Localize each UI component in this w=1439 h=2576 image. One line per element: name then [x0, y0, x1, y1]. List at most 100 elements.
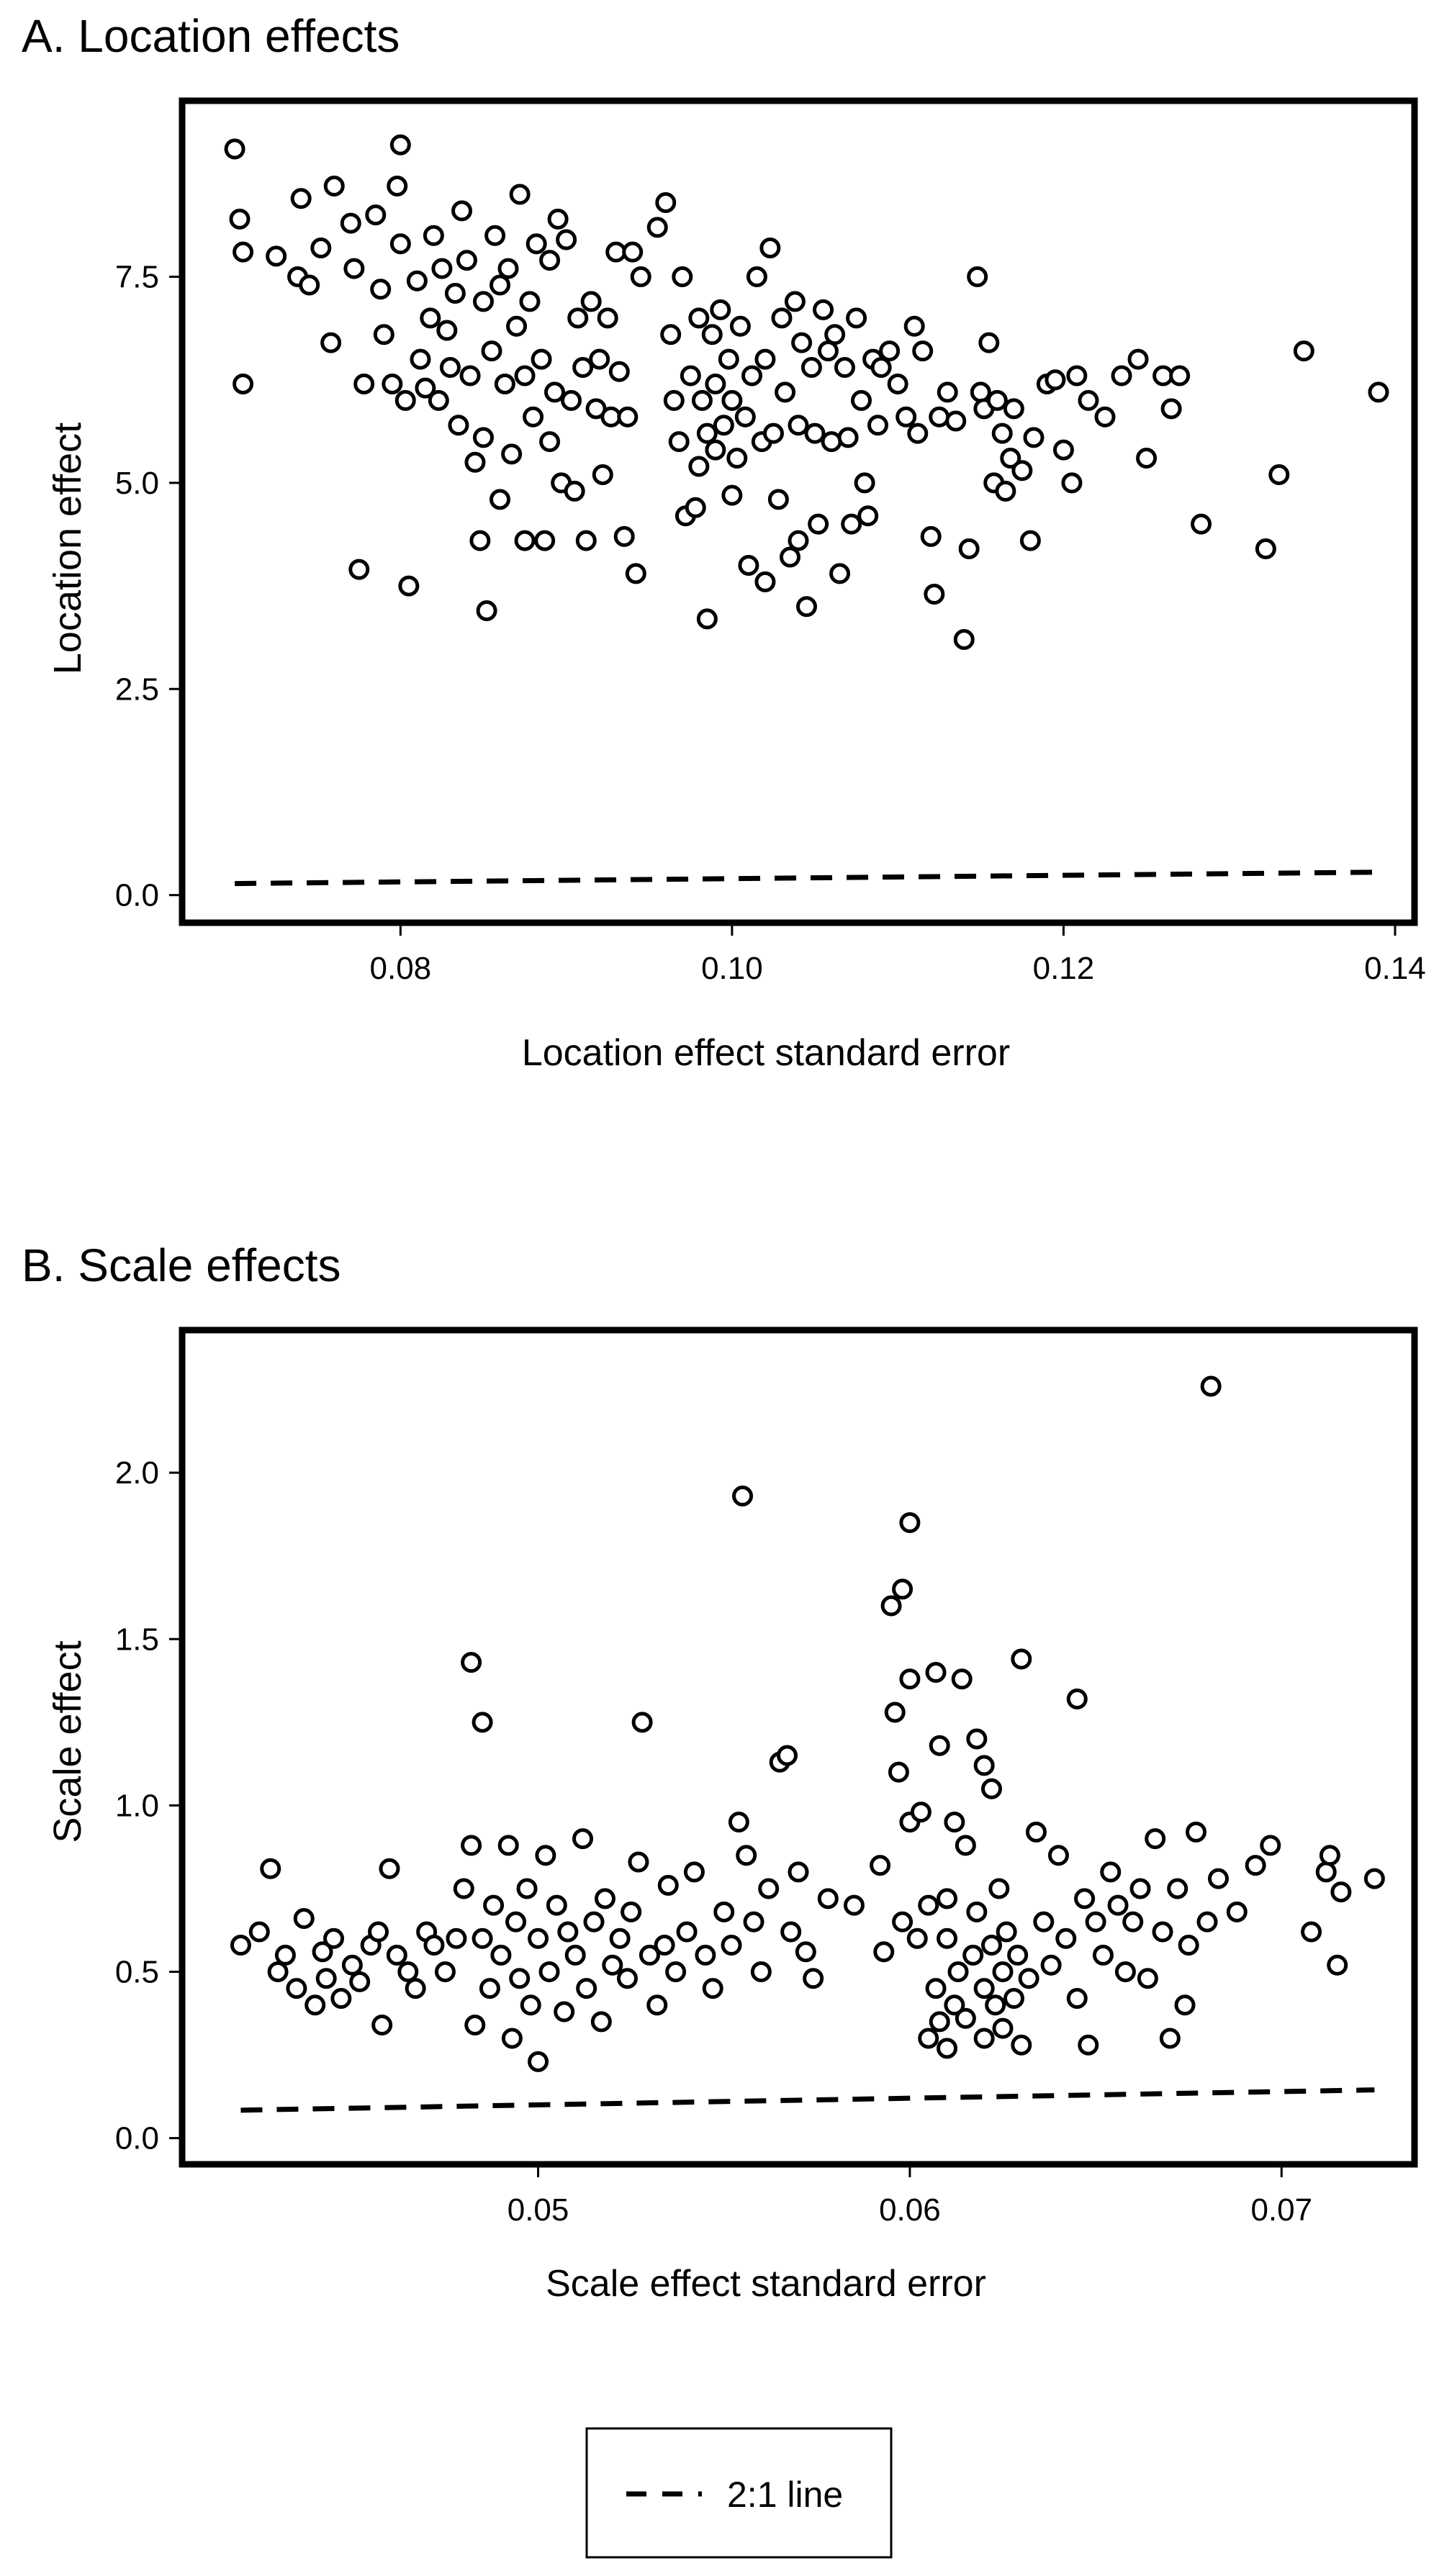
panel-b-data-point	[1137, 1968, 1158, 1989]
panel-a-x-ticks: 0.08 0.10 0.12 0.14	[370, 923, 1426, 986]
panel-a-data-point	[572, 357, 594, 379]
panel-b-data-point	[654, 1935, 675, 1956]
panel-b-data-point	[732, 1486, 754, 1507]
panel-b-data-point	[1327, 1954, 1348, 1976]
panel-b-data-point	[884, 1701, 906, 1723]
panel-a-data-point	[448, 415, 469, 436]
panel-a-data-point	[970, 381, 991, 403]
panel-a-data-point	[754, 571, 776, 592]
panel-a-data-point	[348, 559, 370, 580]
panel-a-data-point	[605, 241, 627, 263]
panel-a-data-point	[387, 176, 408, 197]
panel-a-data-point	[597, 307, 618, 329]
panel-b-data-point	[379, 1858, 400, 1879]
panel-b-data-point	[937, 1928, 958, 1949]
panel-b-data-point	[1003, 1987, 1024, 2009]
panel-b-data-point	[981, 1935, 1003, 1956]
panel-a-data-point	[501, 443, 523, 465]
panel-a-data-point	[398, 575, 420, 597]
panel-b-data-point	[676, 1921, 698, 1943]
panel-b-data-point	[274, 1944, 296, 1966]
panel-a-x-tick-label: 0.14	[1364, 951, 1426, 986]
panel-b-data-point	[1114, 1961, 1136, 1983]
panel-a-data-point	[784, 291, 806, 312]
panel-a-data-point	[439, 357, 461, 379]
panel-a-data-point	[788, 415, 809, 436]
panel-b-data-point	[1301, 1921, 1322, 1943]
panel-a-data-point	[229, 208, 251, 230]
panel-a-data-point	[556, 229, 577, 250]
panel-b-data-point	[535, 1845, 556, 1866]
panel-a-data-point	[451, 200, 473, 222]
panel-b-data-point	[721, 1935, 742, 1956]
panel-a-data-point	[547, 208, 569, 230]
panel-b-data-point	[341, 1954, 363, 1976]
panel-b-data-point	[572, 1828, 594, 1850]
panel-b-data-point	[520, 1994, 541, 2016]
panel-b-data-point	[312, 1941, 333, 1963]
panel-a-data-point	[1000, 448, 1021, 469]
panel-a-data-point	[472, 427, 494, 448]
panel-a-data-point	[821, 431, 842, 453]
panel-a-data-point	[912, 340, 934, 362]
panel-a-data-point	[1255, 538, 1276, 560]
panel-b-data-point	[973, 1755, 995, 1776]
panel-a-data-point	[767, 489, 789, 510]
panel-b-data-point	[973, 1978, 995, 1999]
panel-b-data-point	[453, 1878, 474, 1899]
panel-a-data-point	[340, 212, 361, 234]
panel-b-y-axis-label: Scale effect	[46, 1640, 89, 1843]
panel-a-data-point	[688, 456, 710, 477]
panel-a-data-point	[857, 505, 879, 527]
panel-a-data-point	[490, 274, 511, 296]
panel-a-data-point	[544, 381, 566, 403]
panel-a-data-point	[523, 406, 544, 428]
panel-a-data-point	[688, 307, 710, 329]
panel-a-data-point	[754, 348, 776, 370]
panel-a-data-point	[721, 484, 743, 506]
panel-b-data-point	[803, 1968, 824, 1989]
panel-b-y-tick-label: 1.5	[115, 1622, 159, 1657]
panel-b-data-point	[929, 2011, 950, 2033]
panel-b-data-point	[899, 1511, 921, 1533]
panel-a-2-1-line	[235, 869, 1379, 887]
panel-a-data-point	[762, 422, 784, 444]
panel-b-data-point	[557, 1921, 579, 1943]
panel-b-data-point	[267, 1961, 289, 1983]
panel-a-data-point	[290, 188, 312, 209]
panel-a-data-point	[680, 365, 701, 387]
panel-b-2-1-line	[240, 2087, 1375, 2113]
panel-b-data-point	[490, 1944, 512, 1966]
panel-a-data-point	[494, 373, 515, 394]
panel-b-data-point	[1074, 1888, 1096, 1910]
panel-a-data-point	[834, 357, 855, 379]
panel-a-data-point	[887, 373, 908, 394]
panel-a-data-point	[879, 340, 901, 362]
panel-b-data-point	[1011, 1648, 1032, 1670]
panel-a-x-tick-label: 0.10	[701, 951, 763, 986]
panel-b-data-point	[583, 1911, 605, 1933]
panel-b-data-point	[576, 1978, 597, 1999]
panel-b-data-point	[962, 1944, 984, 1966]
panel-b-data-point	[368, 1921, 389, 1943]
panel-a-data-point	[509, 184, 531, 205]
panel-a-data-point	[410, 348, 431, 370]
panel-b-x-tick-label: 0.07	[1250, 2192, 1312, 2228]
panel-a-data-point	[655, 191, 677, 213]
panel-b-data-point	[750, 1961, 772, 1983]
panel-a-data-point	[701, 324, 723, 345]
panel-b-data-point	[880, 1595, 902, 1617]
panel-a-points	[224, 134, 1389, 651]
panel-a-data-point	[1052, 439, 1074, 461]
panel-a-data-point	[846, 307, 867, 329]
panel-a-title: A. Location effects	[22, 10, 400, 62]
panel-a-data-point	[630, 266, 651, 288]
panel-a-data-point	[613, 525, 635, 547]
panel-b-data-point	[1018, 1968, 1039, 1989]
panel-a-data-point	[696, 422, 718, 444]
panel-b-data-point	[554, 2001, 575, 2023]
panel-b-y-tick-label: 0.0	[115, 2121, 159, 2156]
panel-a-data-point	[1111, 365, 1132, 387]
panel-a-data-point	[1061, 472, 1083, 494]
